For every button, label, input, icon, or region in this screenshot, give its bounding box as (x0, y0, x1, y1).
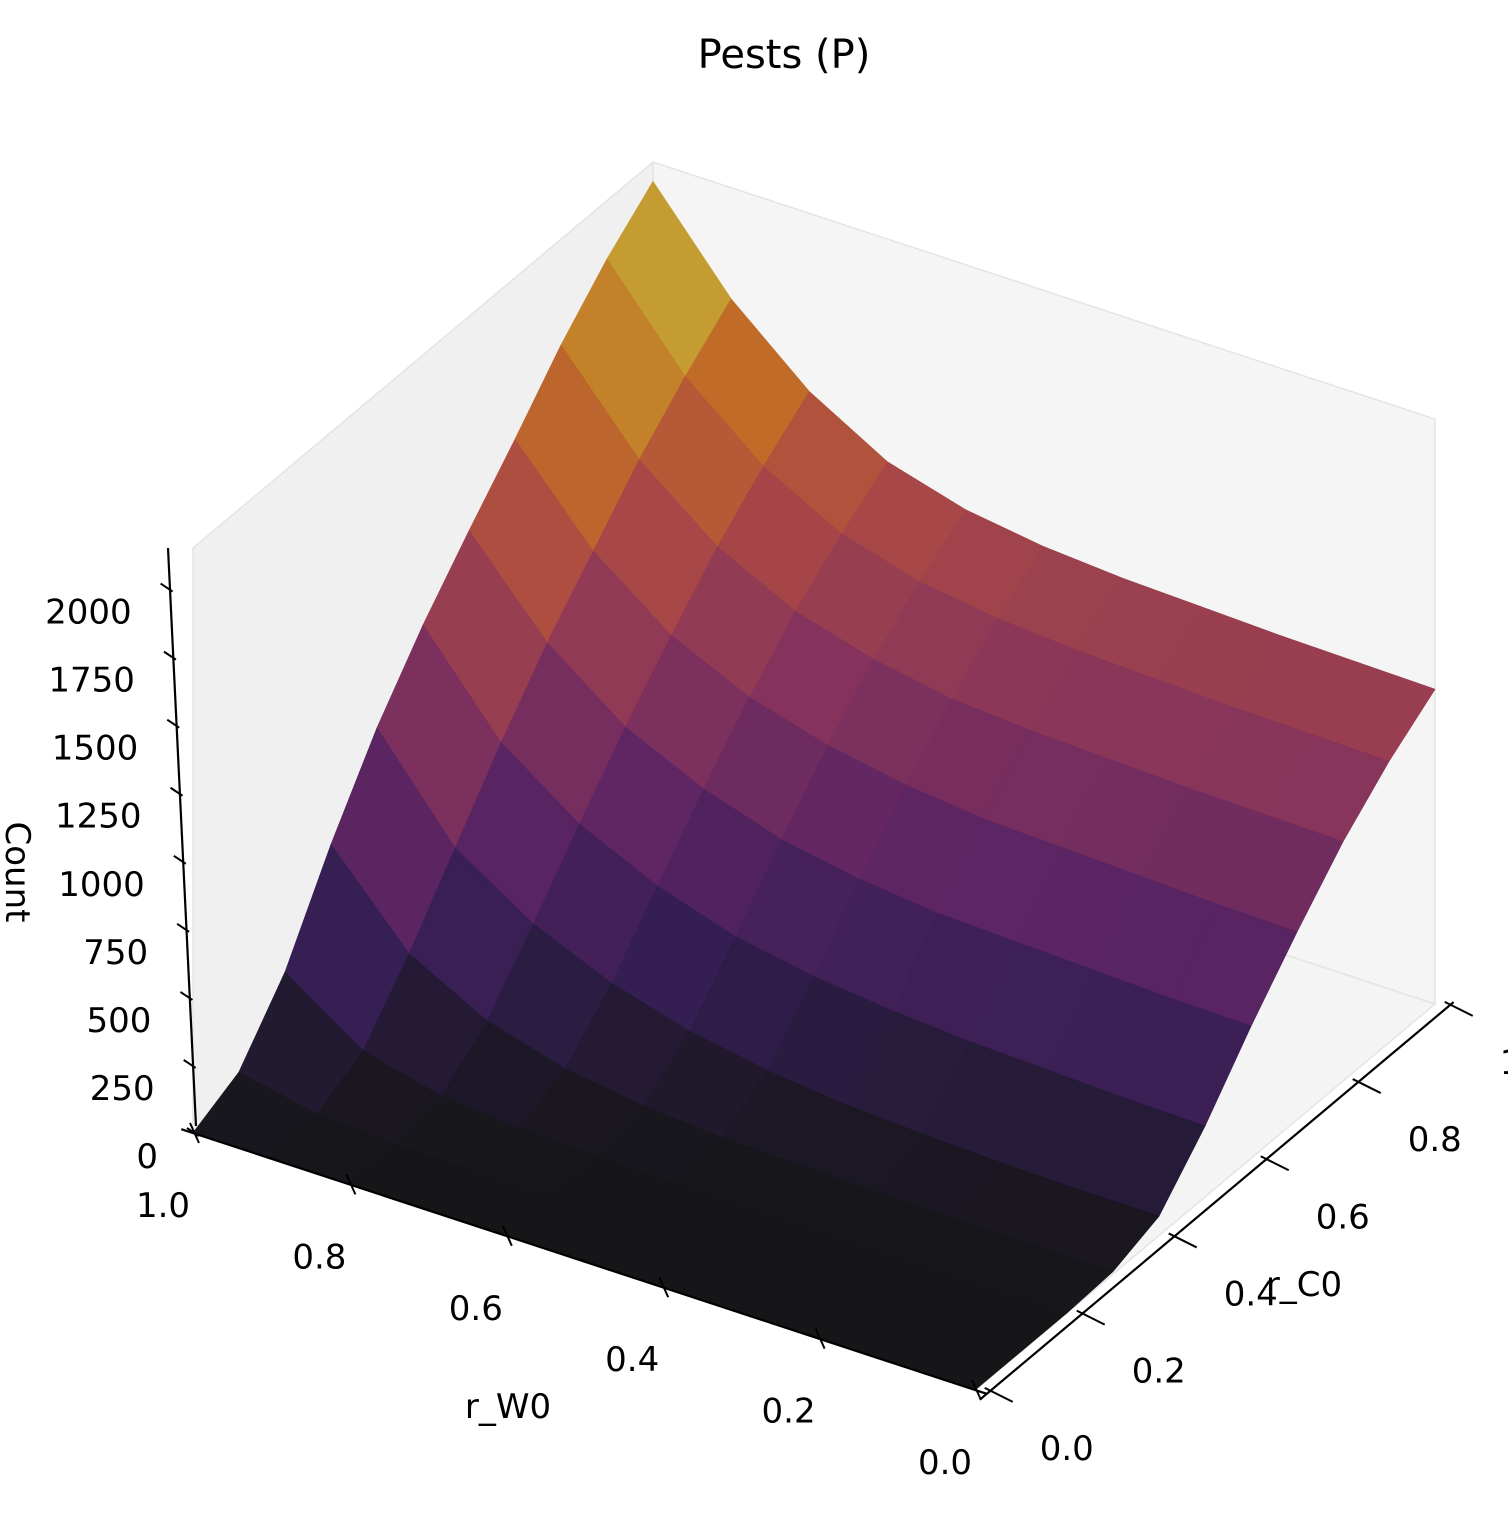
x-tick-mark (971, 1379, 982, 1401)
y-tick-label: 0.6 (1316, 1197, 1370, 1237)
z-tick-mark (169, 786, 184, 797)
x-tick-label: 0.6 (449, 1289, 503, 1329)
y-tick-mark (1168, 1232, 1198, 1249)
z-tick-label: 1000 (58, 865, 145, 905)
z-tick-mark (163, 650, 177, 661)
y-tick-mark (1076, 1309, 1106, 1326)
axis-ticks: 1.0 0.8 0.6 0.4 0.2 0.0 0.0 0.2 0.4 0.6 0.8 1.0 0 250… (45, 582, 1508, 1483)
x-tick-label: 0.2 (762, 1392, 816, 1432)
x-tick-label: 0.0 (918, 1443, 972, 1483)
y-tick-label: 0.4 (1224, 1274, 1278, 1314)
y-tick-mark (1260, 1155, 1290, 1172)
y-tick-mark (984, 1386, 1014, 1403)
x-tick-label: 1.0 (136, 1186, 190, 1226)
x-tick-mark (814, 1328, 826, 1350)
z-tick-label: 1250 (55, 797, 142, 837)
chart-title: Pests (P) (698, 32, 871, 78)
y-axis-line (979, 1001, 1455, 1401)
surface-plot (192, 181, 1436, 1391)
axis-lines (166, 547, 1455, 1401)
z-tick-label: 250 (90, 1069, 155, 1109)
x-tick-mark (345, 1173, 357, 1195)
y-tick-label: 0.0 (1040, 1429, 1094, 1469)
z-axis-label: Count (0, 822, 37, 923)
z-tick-label: 750 (83, 933, 148, 973)
z-tick-label: 1750 (48, 661, 135, 701)
z-tick-label: 2000 (45, 593, 132, 633)
y-tick-label: 0.8 (1408, 1120, 1462, 1160)
y-tick-label: 0.2 (1132, 1352, 1186, 1392)
y-tick-mark (1352, 1078, 1382, 1094)
z-tick-mark (160, 582, 174, 593)
x-axis-label: r_W0 (465, 1387, 551, 1427)
x-tick-label: 0.4 (605, 1340, 659, 1380)
z-tick-label: 0 (136, 1137, 158, 1177)
z-tick-mark (173, 854, 187, 865)
z-tick-label: 500 (87, 1001, 152, 1041)
x-tick-label: 0.8 (292, 1237, 346, 1277)
x-tick-mark (658, 1276, 670, 1298)
z-tick-mark (183, 1059, 197, 1069)
z-tick-label: 1500 (52, 729, 139, 769)
x-tick-mark (501, 1225, 513, 1247)
y-tick-label: 1.0 (1500, 1043, 1508, 1083)
z-tick-mark (166, 718, 180, 729)
x-axis-line (180, 1128, 988, 1395)
y-axis-label: r_C0 (1266, 1265, 1342, 1305)
y-tick-mark (1444, 1000, 1474, 1017)
z-tick-mark (179, 991, 193, 1001)
z-tick-mark (176, 923, 190, 933)
z-tick-mark (186, 1127, 200, 1137)
z-axis-line (166, 547, 198, 1127)
